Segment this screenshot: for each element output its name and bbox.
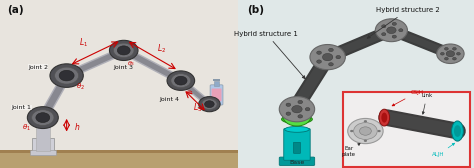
- FancyBboxPatch shape: [211, 89, 221, 101]
- Text: $h$: $h$: [74, 120, 80, 132]
- Circle shape: [453, 48, 456, 50]
- Text: Joint 3: Joint 3: [114, 65, 134, 70]
- Ellipse shape: [454, 125, 461, 137]
- Circle shape: [354, 123, 377, 139]
- Circle shape: [382, 25, 386, 28]
- Circle shape: [322, 53, 333, 61]
- Text: Link: Link: [421, 93, 432, 114]
- Circle shape: [55, 67, 79, 84]
- Bar: [36, 124, 50, 151]
- Circle shape: [382, 33, 386, 36]
- Circle shape: [446, 51, 455, 57]
- Circle shape: [317, 60, 321, 63]
- Circle shape: [328, 48, 333, 52]
- Text: (b): (b): [247, 5, 264, 15]
- Circle shape: [445, 48, 448, 50]
- Circle shape: [440, 52, 444, 55]
- Circle shape: [286, 103, 291, 107]
- Circle shape: [292, 106, 302, 113]
- Circle shape: [336, 55, 341, 59]
- Bar: [30, 150, 56, 155]
- Circle shape: [328, 63, 333, 66]
- Text: $L_3$: $L_3$: [193, 101, 202, 114]
- FancyBboxPatch shape: [293, 142, 301, 153]
- Circle shape: [364, 140, 367, 142]
- Ellipse shape: [282, 115, 312, 123]
- Text: Ear
plate: Ear plate: [342, 143, 360, 157]
- Text: $\theta_1$: $\theta_1$: [22, 123, 31, 133]
- Circle shape: [350, 130, 354, 132]
- Text: Hybrid structure 1: Hybrid structure 1: [234, 31, 305, 79]
- Circle shape: [117, 46, 130, 55]
- Ellipse shape: [379, 109, 390, 126]
- Text: $\theta_2$: $\theta_2$: [76, 82, 85, 92]
- Circle shape: [359, 127, 371, 135]
- Circle shape: [109, 40, 138, 60]
- Circle shape: [298, 115, 302, 118]
- Text: Joint 4: Joint 4: [159, 97, 179, 102]
- Ellipse shape: [382, 113, 387, 123]
- Circle shape: [50, 64, 83, 87]
- Text: $\theta_3$: $\theta_3$: [127, 59, 135, 68]
- Circle shape: [27, 107, 58, 129]
- Circle shape: [113, 43, 134, 58]
- Text: $L_2$: $L_2$: [157, 43, 166, 55]
- Circle shape: [167, 71, 195, 90]
- Text: $L_1$: $L_1$: [79, 37, 88, 49]
- Bar: [0, 150, 238, 153]
- Circle shape: [392, 22, 396, 25]
- Text: Joint 1: Joint 1: [11, 105, 31, 110]
- Text: ALJH: ALJH: [432, 143, 455, 157]
- Circle shape: [437, 44, 464, 64]
- Circle shape: [171, 74, 191, 88]
- Text: $\theta_4$: $\theta_4$: [186, 88, 194, 97]
- Circle shape: [348, 118, 383, 144]
- Text: (a): (a): [7, 5, 24, 15]
- Circle shape: [286, 112, 291, 115]
- Circle shape: [279, 97, 315, 122]
- Circle shape: [399, 29, 403, 32]
- Circle shape: [32, 110, 54, 125]
- Circle shape: [392, 35, 396, 38]
- Text: Joint 2: Joint 2: [28, 65, 48, 70]
- FancyBboxPatch shape: [344, 92, 470, 167]
- Circle shape: [453, 57, 456, 60]
- Circle shape: [387, 27, 396, 34]
- Circle shape: [36, 113, 50, 122]
- Circle shape: [283, 106, 311, 126]
- Circle shape: [305, 108, 310, 111]
- FancyBboxPatch shape: [284, 129, 310, 160]
- Circle shape: [205, 101, 214, 108]
- Bar: [0, 153, 238, 168]
- Circle shape: [456, 52, 460, 55]
- Text: CSJH: CSJH: [392, 90, 423, 106]
- Circle shape: [310, 45, 346, 70]
- FancyBboxPatch shape: [279, 157, 315, 165]
- Circle shape: [298, 100, 302, 104]
- Text: Base: Base: [289, 160, 305, 165]
- Ellipse shape: [452, 121, 464, 141]
- Circle shape: [377, 130, 381, 132]
- Text: Hybrid structure 2: Hybrid structure 2: [367, 7, 440, 38]
- Circle shape: [364, 120, 367, 122]
- Bar: [213, 79, 220, 81]
- Ellipse shape: [285, 127, 309, 132]
- FancyBboxPatch shape: [210, 85, 223, 105]
- Circle shape: [59, 70, 74, 81]
- Circle shape: [174, 76, 187, 85]
- Circle shape: [375, 19, 408, 42]
- Bar: [32, 138, 54, 155]
- Circle shape: [317, 51, 321, 54]
- Circle shape: [201, 99, 217, 110]
- Circle shape: [199, 97, 220, 112]
- Bar: [214, 81, 219, 86]
- Circle shape: [445, 57, 448, 60]
